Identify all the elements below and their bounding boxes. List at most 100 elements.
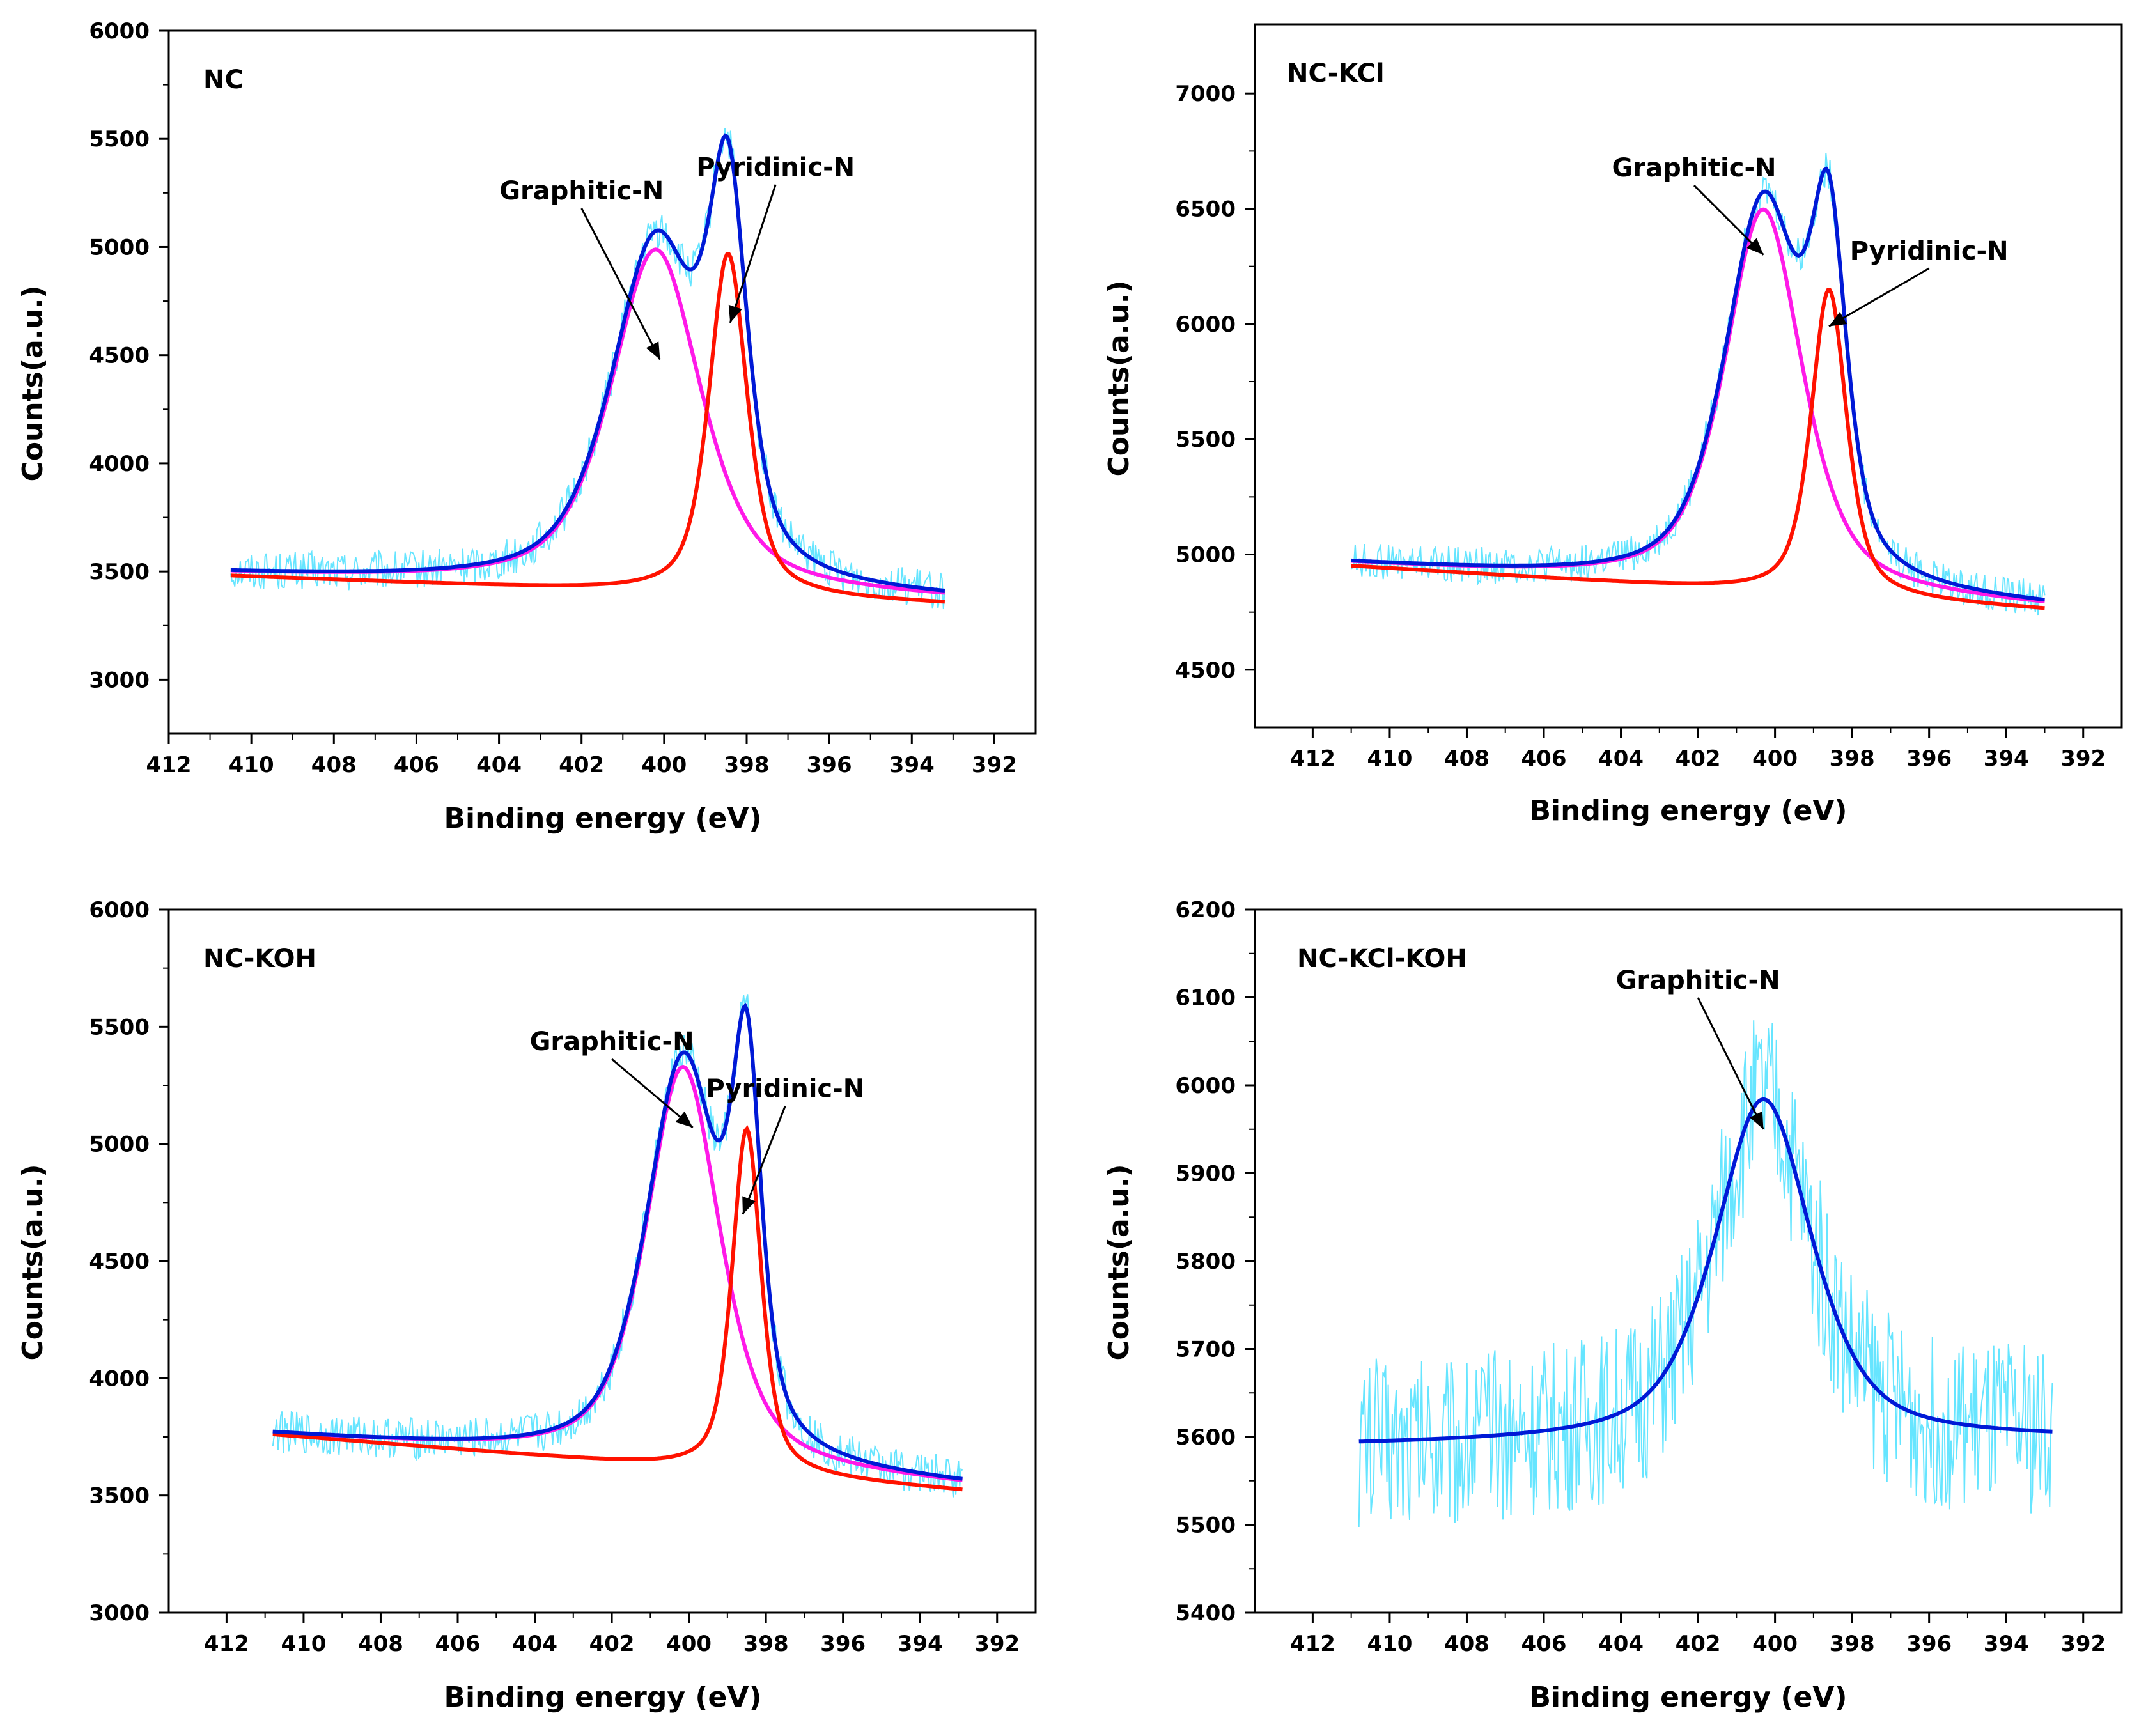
xps-chart-nc-koh: 412 410 408 406 404 402 400 398 396 394 392 3000 350… — [17, 897, 1037, 1714]
x-tick-label: 410 — [1367, 746, 1412, 771]
x-tick-label: 404 — [512, 1631, 557, 1657]
plot-area: 412 410 408 406 404 402 400 398 396 394 392 4500 500… — [1175, 23, 2123, 771]
y-axis-label: Counts(a.u.) — [1103, 1164, 1135, 1360]
x-tick-label: 406 — [1521, 1631, 1567, 1657]
x-axis-label: Binding energy (eV) — [444, 1681, 762, 1714]
annotation-arrowhead — [1829, 311, 1847, 327]
x-tick-label: 412 — [1290, 746, 1335, 771]
x-tick-label: 402 — [589, 1631, 635, 1657]
y-tick-label: 4000 — [89, 1366, 150, 1391]
x-tick-label: 406 — [394, 752, 439, 778]
y-tick-label: 6000 — [89, 19, 150, 44]
series-envelope-fit — [272, 1002, 963, 1481]
x-axis-label: Binding energy (eV) — [1530, 1681, 1847, 1714]
annotation-label: Graphitic-N — [1612, 153, 1777, 183]
x-tick-label: 398 — [743, 1631, 789, 1657]
annotation-label: Pyridinic-N — [706, 1074, 864, 1103]
y-tick-label: 3500 — [89, 559, 150, 585]
y-axis-label: Counts(a.u.) — [17, 285, 49, 481]
x-tick-label: 398 — [1830, 746, 1875, 771]
y-tick-label: 5000 — [1175, 543, 1236, 568]
series-pyridinic-fit — [272, 1125, 963, 1492]
panel-nc: 412 410 408 406 404 402 400 398 396 394 392 3000 350… — [0, 0, 1070, 866]
y-tick-label: 3500 — [89, 1484, 150, 1509]
x-tick-label: 404 — [476, 752, 522, 778]
x-tick-label: 396 — [1906, 746, 1952, 771]
plot-area: 412 410 408 406 404 402 400 398 396 394 392 3000 350… — [89, 19, 1037, 778]
y-tick-label: 5500 — [89, 1014, 150, 1040]
series-raw-spectrum — [1358, 1020, 2053, 1528]
series-graphitic-fit — [1351, 207, 2045, 604]
y-tick-label: 5800 — [1175, 1249, 1236, 1275]
x-tick-label: 394 — [1984, 746, 2029, 771]
plot-area: 412 410 408 406 404 402 400 398 396 394 392 3000 350… — [89, 897, 1037, 1657]
y-tick-label: 5700 — [1175, 1337, 1236, 1363]
x-tick-label: 402 — [1676, 746, 1721, 771]
plot-frame — [167, 29, 1037, 735]
x-tick-label: 412 — [146, 752, 192, 778]
y-tick-label: 6200 — [1175, 897, 1236, 923]
x-tick-label: 400 — [666, 1631, 712, 1657]
plot-frame — [1254, 23, 2123, 729]
annotation-arrow-line — [1828, 267, 1930, 327]
y-tick-label: 5000 — [89, 235, 150, 260]
plot-frame — [167, 908, 1037, 1614]
x-tick-label: 392 — [974, 1631, 1020, 1657]
y-tick-label: 6100 — [1175, 986, 1236, 1011]
y-tick-label: 7000 — [1175, 81, 1236, 107]
y-tick-label: 3000 — [89, 667, 150, 693]
series-pyridinic-fit — [230, 251, 945, 604]
xps-chart-nc-kcl: 412 410 408 406 404 402 400 398 396 394 392 4500 500… — [1103, 23, 2123, 827]
series-graphitic-fit — [272, 1064, 963, 1482]
annotation-arrow-line — [729, 184, 777, 323]
y-tick-label: 6000 — [89, 897, 150, 923]
x-tick-label: 408 — [311, 752, 357, 778]
x-tick-label: 408 — [358, 1631, 403, 1657]
xps-chart-nc-kcl-koh: 412 410 408 406 404 402 400 398 396 394 392 5400 550… — [1103, 897, 2123, 1714]
x-tick-label: 410 — [229, 752, 274, 778]
y-tick-label: 4500 — [89, 1249, 150, 1275]
x-tick-label: 412 — [204, 1631, 249, 1657]
y-axis-label: Counts(a.u.) — [1103, 280, 1135, 476]
annotation-arrow-line — [1697, 997, 1764, 1130]
x-tick-label: 408 — [1444, 746, 1490, 771]
series-envelope-fit — [230, 133, 945, 593]
sample-label: NC-KOH — [203, 944, 316, 973]
x-tick-label: 408 — [1444, 1631, 1490, 1657]
x-tick-label: 404 — [1598, 1631, 1644, 1657]
x-tick-label: 396 — [1906, 1631, 1952, 1657]
y-tick-label: 6000 — [1175, 1073, 1236, 1099]
x-tick-label: 392 — [2060, 746, 2106, 771]
y-tick-label: 5500 — [1175, 427, 1236, 453]
plot-area: 412 410 408 406 404 402 400 398 396 394 392 5400 550… — [1175, 897, 2123, 1657]
y-tick-label: 4500 — [89, 343, 150, 369]
annotation-arrowhead — [675, 1111, 693, 1128]
y-tick-label: 5900 — [1175, 1161, 1236, 1187]
x-tick-label: 406 — [1521, 746, 1567, 771]
y-tick-label: 6000 — [1175, 312, 1236, 337]
series-graphitic-fit — [230, 247, 945, 595]
xps-chart-nc: 412 410 408 406 404 402 400 398 396 394 392 3000 350… — [17, 19, 1037, 835]
y-tick-label: 4000 — [89, 451, 150, 477]
x-tick-label: 400 — [641, 752, 687, 778]
x-tick-label: 400 — [1752, 1631, 1798, 1657]
annotation-label: Pyridinic-N — [1850, 236, 2009, 266]
annotation-arrowhead — [742, 1196, 756, 1214]
y-tick-label: 5000 — [89, 1132, 150, 1158]
x-tick-label: 392 — [972, 752, 1017, 778]
x-tick-label: 396 — [807, 752, 852, 778]
y-tick-label: 4500 — [1175, 658, 1236, 683]
x-tick-label: 402 — [1676, 1631, 1721, 1657]
x-tick-label: 412 — [1290, 1631, 1335, 1657]
panel-nc-kcl-koh: 412 410 408 406 404 402 400 398 396 394 392 5400 550… — [1070, 866, 2139, 1733]
x-tick-label: 400 — [1752, 746, 1798, 771]
annotation-arrowhead — [646, 341, 660, 360]
annotation-arrowhead — [1746, 238, 1764, 255]
panel-nc-koh: 412 410 408 406 404 402 400 398 396 394 392 3000 350… — [0, 866, 1070, 1733]
series-envelope-fit — [1358, 1097, 2053, 1444]
x-axis-label: Binding energy (eV) — [444, 802, 762, 835]
series-envelope-fit — [1351, 166, 2045, 602]
x-axis-label: Binding energy (eV) — [1530, 794, 1847, 827]
annotation-arrow-line — [742, 1105, 786, 1215]
series-raw-spectrum — [272, 994, 963, 1498]
